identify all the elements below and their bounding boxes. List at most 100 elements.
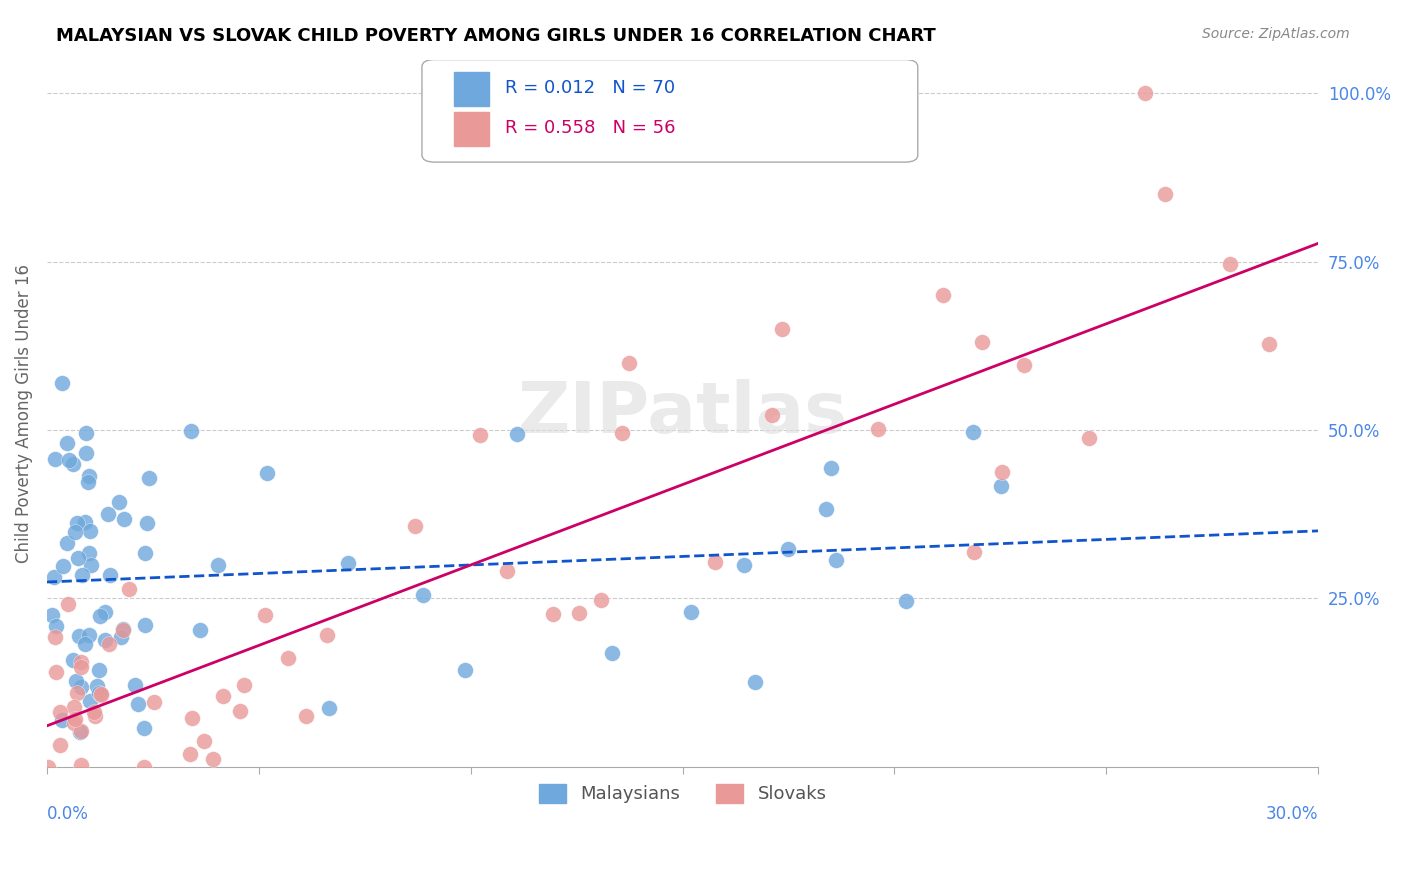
Point (73, 515, 96, 529)
Point (66, 516, 89, 531)
Point (58, 452, 80, 467)
Point (62, 653, 84, 667)
Point (207, 558, 229, 572)
Point (190, 623, 212, 637)
Point (211, 689, 233, 703)
Point (41, 608, 63, 623)
Text: 30.0%: 30.0% (1265, 805, 1319, 823)
Point (404, 519, 426, 533)
Point (69, 725, 91, 739)
Point (229, 704, 252, 718)
Point (37, 759, 59, 773)
Point (76, 475, 98, 489)
Text: MALAYSIAN VS SLOVAK CHILD POVERTY AMONG GIRLS UNDER 16 CORRELATION CHART: MALAYSIAN VS SLOVAK CHILD POVERTY AMONG … (56, 27, 936, 45)
Point (770, 322, 793, 336)
Point (110, 630, 132, 644)
Point (66, 550, 89, 565)
FancyBboxPatch shape (422, 60, 918, 162)
Point (55, 536, 77, 550)
Point (468, 427, 491, 442)
Point (112, 512, 135, 526)
Point (179, 747, 201, 761)
Point (825, 552, 848, 566)
Point (77, 546, 100, 560)
Point (83, 705, 105, 719)
Point (202, 752, 225, 766)
Point (89, 609, 111, 624)
Point (63, 715, 86, 730)
Point (932, 288, 955, 302)
Point (990, 478, 1012, 492)
Point (51, 713, 73, 727)
Point (89, 663, 111, 677)
Text: ZIPatlas: ZIPatlas (517, 378, 848, 448)
Point (97, 507, 120, 521)
Point (277, 650, 299, 665)
Point (79, 469, 101, 483)
Point (256, 467, 278, 481)
Point (63, 712, 86, 726)
Point (55, 436, 77, 450)
Point (86, 680, 108, 694)
Legend: Malaysians, Slovaks: Malaysians, Slovaks (531, 777, 834, 811)
Point (90, 687, 112, 701)
Point (79, 694, 101, 708)
Point (75, 445, 97, 459)
Point (1014, 358, 1036, 372)
Point (111, 623, 134, 637)
Point (84, 708, 107, 723)
Point (44, 570, 66, 584)
Bar (454, 71, 489, 105)
Text: R = 0.012   N = 70: R = 0.012 N = 70 (505, 78, 675, 97)
Text: 0.0%: 0.0% (46, 805, 89, 823)
Point (62, 457, 84, 471)
Point (318, 701, 340, 715)
Point (1258, 337, 1281, 351)
Point (134, 617, 156, 632)
Point (143, 695, 166, 709)
Point (111, 622, 134, 636)
Point (495, 564, 517, 578)
Point (94, 605, 117, 619)
Point (733, 558, 755, 572)
Point (1133, 87, 1156, 101)
Point (48, 705, 70, 719)
Point (253, 608, 276, 623)
Point (505, 426, 527, 441)
Point (45, 618, 67, 632)
Point (180, 424, 202, 438)
Point (75, 426, 97, 441)
Point (610, 426, 633, 441)
Y-axis label: Child Poverty Among Girls Under 16: Child Poverty Among Girls Under 16 (15, 264, 32, 563)
Point (45, 665, 67, 680)
Point (44, 451, 66, 466)
Point (70, 568, 93, 582)
Point (681, 605, 703, 619)
Point (778, 541, 800, 556)
Point (704, 555, 727, 569)
Point (127, 697, 149, 711)
Point (132, 721, 155, 735)
Text: R = 0.558   N = 56: R = 0.558 N = 56 (505, 120, 675, 137)
Point (108, 494, 131, 508)
Point (58, 597, 80, 611)
Point (132, 759, 155, 773)
Point (93, 633, 115, 648)
Point (1219, 257, 1241, 271)
Point (295, 708, 318, 723)
Point (90, 688, 112, 702)
Point (79, 524, 101, 538)
Point (49, 738, 72, 752)
Point (541, 607, 564, 621)
Point (69, 757, 91, 772)
Point (70, 656, 93, 670)
Point (991, 465, 1014, 479)
Point (600, 646, 623, 660)
Point (894, 593, 917, 607)
Point (138, 470, 160, 484)
Point (193, 734, 215, 748)
Point (412, 588, 434, 602)
Point (744, 675, 766, 690)
Point (815, 502, 838, 516)
Point (70, 680, 93, 694)
